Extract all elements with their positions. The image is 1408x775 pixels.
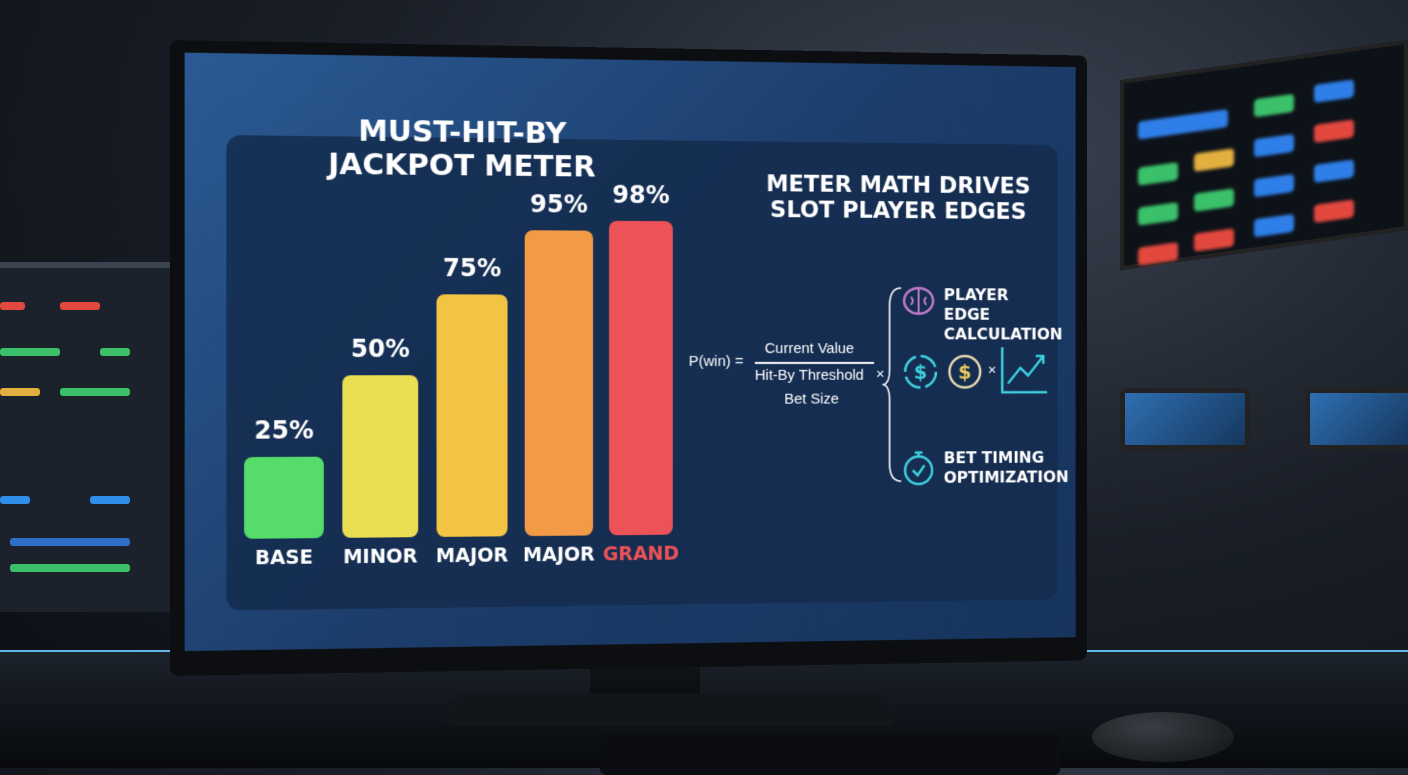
bar-2	[437, 294, 508, 537]
background-kiosk	[1305, 388, 1408, 450]
category-label: MINOR	[329, 545, 431, 568]
svg-text:$: $	[914, 360, 927, 383]
formula-denominator: Hit-By Threshold	[755, 367, 864, 384]
middle-times: ×	[988, 362, 996, 379]
category-label: BASE	[232, 546, 336, 570]
bar-chart: 25% BASE 50% MINOR 75% MAJOR 95% MAJOR 98% GRAND	[185, 53, 1076, 68]
screen: MUST-HIT-BY JACKPOT METER 25% BASE 50% MINO…	[185, 53, 1076, 652]
bar-4	[609, 221, 673, 535]
svg-text:$: $	[958, 360, 971, 383]
background-rack	[0, 262, 178, 612]
formula-extra: Bet Size	[784, 391, 839, 408]
formula-lhs: P(win) =	[689, 353, 744, 370]
fraction-line	[755, 362, 874, 364]
value-label: 98%	[596, 181, 686, 210]
value-label: 25%	[237, 416, 330, 445]
category-label: MAJOR	[421, 544, 522, 567]
category-label: GRAND	[591, 542, 691, 565]
right-title: METER MATH DRIVES SLOT PLAYER EDGES	[753, 171, 1043, 226]
formula-numerator: Current Value	[765, 340, 854, 357]
dollar-cycle-icon: $	[901, 352, 940, 391]
value-label: 50%	[334, 335, 426, 363]
brain-icon	[901, 283, 936, 319]
value-label: 75%	[426, 254, 517, 283]
mouse	[1092, 712, 1234, 762]
stopwatch-icon	[901, 449, 936, 489]
item-label-bet-timing: BET TIMING OPTIMIZATION	[944, 448, 1068, 488]
bar-0	[244, 457, 324, 539]
bar-1	[342, 375, 418, 538]
background-scoreboard	[1120, 40, 1408, 270]
monitor: MUST-HIT-BY JACKPOT METER 25% BASE 50% MINO…	[170, 40, 1087, 676]
keyboard	[600, 735, 1060, 775]
dollar-coin-icon: $	[946, 352, 984, 391]
background-kiosk	[1120, 388, 1250, 450]
trend-chart-icon	[999, 344, 1049, 395]
bar-3	[525, 230, 593, 536]
value-label: 95%	[514, 190, 604, 219]
monitor-base	[443, 693, 897, 726]
item-label-player-edge: PLAYER EDGE CALCULATION	[944, 285, 1059, 344]
chart-title: MUST-HIT-BY JACKPOT METER	[309, 114, 614, 185]
